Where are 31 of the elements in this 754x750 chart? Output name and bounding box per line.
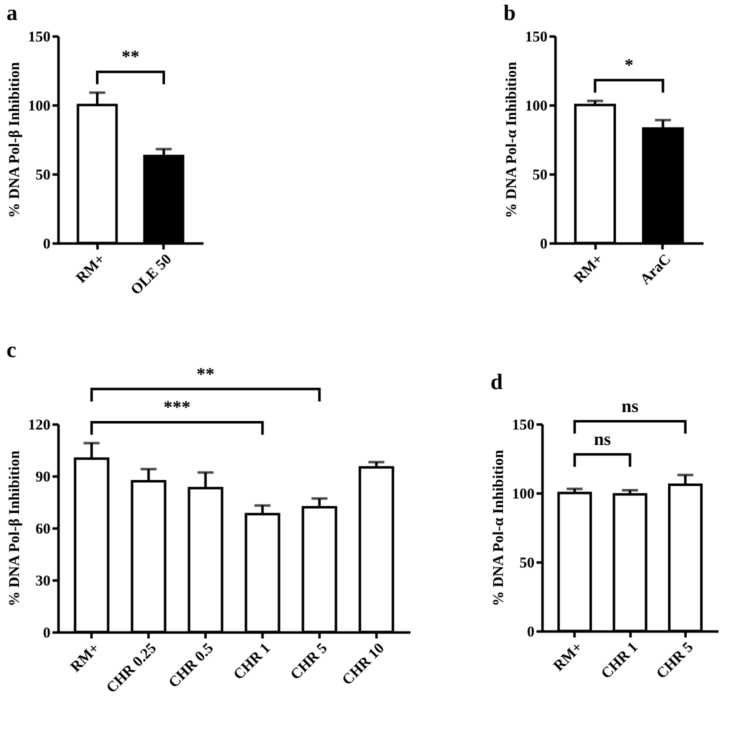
y-tick-label: 60 — [36, 522, 50, 538]
annotation: * — [624, 54, 634, 75]
chart-title: c — [6, 336, 16, 362]
y-tick-label: 0 — [43, 236, 50, 252]
y-tick-label: 150 — [512, 418, 534, 434]
y-axis-title: % DNA Pol-α Inhibition — [491, 449, 507, 606]
y-axis-title: % DNA Pol-α Inhibition — [504, 61, 520, 218]
y-tick-label: 0 — [540, 236, 548, 252]
chart-title: b — [504, 0, 516, 25]
annotation: ns — [594, 429, 611, 450]
text: ns — [621, 396, 639, 416]
y-axis-title: % DNA Pol-β Inhibition — [7, 450, 23, 606]
text: *** — [164, 397, 191, 418]
y-tick-label: 0 — [43, 626, 50, 642]
y-tick-label: 100 — [512, 486, 534, 502]
y-tick-label: 90 — [36, 470, 50, 486]
y-tick-label: 100 — [525, 98, 548, 114]
y-tick-label: 150 — [525, 30, 548, 46]
chart-title: a — [6, 0, 18, 25]
y-tick-label: 50 — [520, 556, 534, 572]
y-tick-label: 30 — [36, 574, 50, 590]
y-tick-label: 50 — [36, 168, 50, 184]
chart-title: d — [490, 369, 503, 394]
y-tick-label: 120 — [28, 418, 50, 434]
y-tick-label: 150 — [28, 30, 50, 46]
y-axis-title: % DNA Pol-β Inhibition — [7, 61, 23, 218]
y-tick-label: 50 — [532, 168, 548, 184]
y-tick-label: 100 — [28, 98, 50, 114]
annotation: ** — [122, 46, 140, 67]
text: ** — [196, 364, 215, 384]
y-tick-label: 0 — [527, 624, 534, 640]
